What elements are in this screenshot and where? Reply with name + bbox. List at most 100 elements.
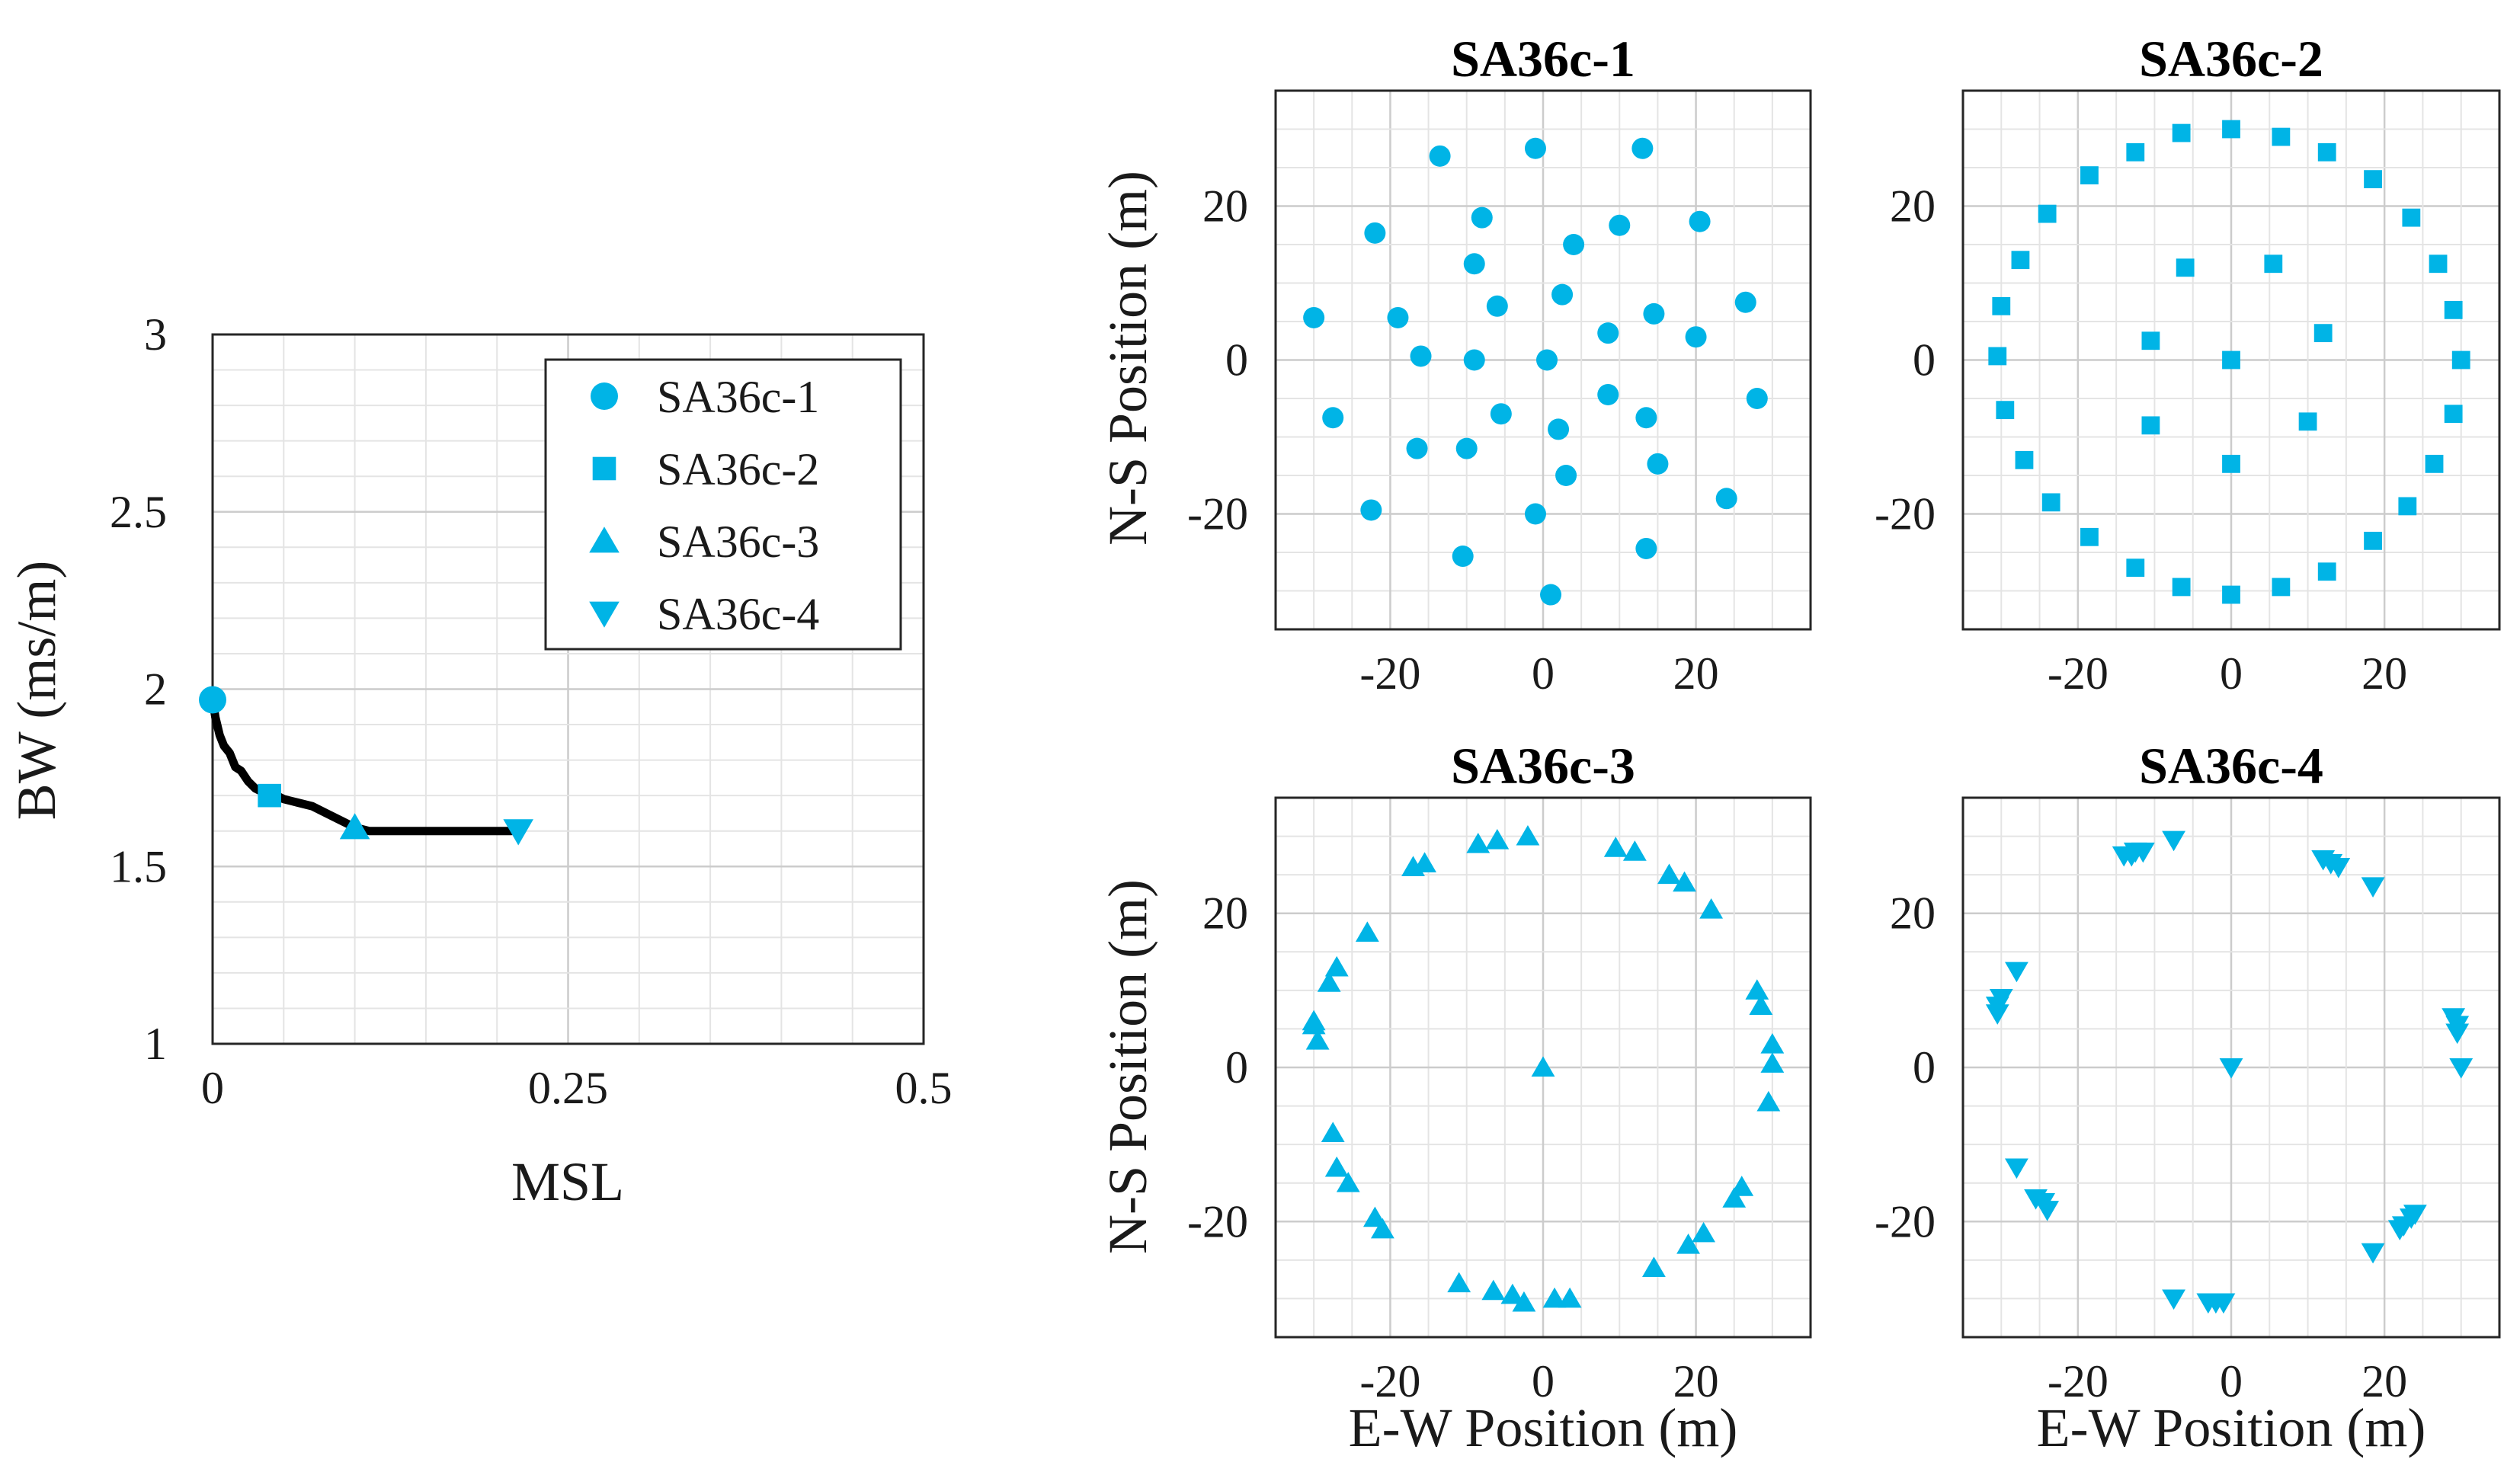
- element-position-point: [2445, 1023, 2470, 1045]
- element-position-point: [2364, 531, 2382, 550]
- x-tick-label: 20: [1673, 1356, 1719, 1406]
- panel-sa36c-1: SA36c-1 -20 0 20 -20 0 20: [1187, 30, 1812, 699]
- element-position-point: [2326, 858, 2351, 878]
- panel-title: SA36c-3: [1451, 737, 1635, 795]
- element-position-point: [1471, 206, 1493, 229]
- element-position-point: [1756, 1090, 1781, 1112]
- element-position-point: [2015, 450, 2034, 469]
- element-position-point: [2162, 830, 2185, 852]
- element-position-point: [2222, 585, 2240, 604]
- x-tick-label: 20: [1673, 648, 1719, 699]
- element-position-point: [2449, 1058, 2474, 1079]
- y-tick-label: 1: [144, 1019, 167, 1069]
- element-position-point: [2005, 1158, 2028, 1179]
- element-position-point: [1996, 401, 2015, 420]
- x-tick-label: -20: [1359, 1356, 1420, 1406]
- element-position-point: [2313, 324, 2333, 343]
- element-position-point: [2429, 254, 2448, 274]
- panel-sa36c-4: SA36c-4 E-W Position (m) -20 0 20 -20 0 20: [1875, 737, 2501, 1458]
- y-tick-label: -20: [1875, 1196, 1936, 1246]
- element-position-point: [2387, 1220, 2412, 1241]
- element-position-point: [1324, 955, 1349, 977]
- panel-tick-labels: -20 0 20 -20 0 20: [1187, 888, 1719, 1406]
- element-position-point: [2451, 350, 2470, 370]
- element-position-point: [1410, 345, 1432, 367]
- element-position-point: [2126, 558, 2145, 578]
- element-position-point: [2402, 208, 2421, 227]
- panel-points: [1985, 830, 2474, 1314]
- panel-frame: [1961, 796, 2501, 1339]
- panel-xlabel: E-W Position (m): [2037, 1397, 2426, 1458]
- element-position-point: [1336, 1172, 1360, 1192]
- y-tick-label: 0: [1225, 1042, 1248, 1093]
- element-position-point: [1524, 137, 1546, 159]
- x-tick-label: 0: [201, 1063, 224, 1113]
- element-position-point: [1406, 437, 1428, 459]
- bw-msl-legend: SA36c-1 SA36c-2 SA36c-3 SA36c-4: [544, 358, 902, 651]
- element-position-point: [1635, 407, 1657, 429]
- element-position-point: [1622, 840, 1647, 861]
- element-position-point: [1563, 234, 1585, 255]
- element-position-point: [2317, 142, 2336, 162]
- y-tick-label: 0: [1913, 335, 1936, 386]
- element-position-point: [2196, 1293, 2221, 1314]
- y-tick-label: 0: [1225, 335, 1248, 386]
- element-position-point: [1992, 296, 2011, 315]
- element-position-point: [1643, 302, 1665, 325]
- element-position-point: [1749, 994, 1773, 1016]
- x-tick-label: 0.25: [528, 1063, 608, 1113]
- element-position-point: [2444, 300, 2463, 319]
- element-position-point: [1635, 537, 1657, 559]
- element-position-point: [1447, 1272, 1471, 1293]
- element-position-point: [1500, 1283, 1525, 1304]
- element-position-point: [1512, 1291, 1536, 1312]
- point-sa36c-1: [199, 686, 226, 714]
- element-position-point: [2005, 962, 2028, 983]
- element-position-point: [2444, 405, 2463, 424]
- element-position-point: [2219, 1058, 2243, 1079]
- panel-sa36c-2: SA36c-2 -20 0 20 -20 0 20: [1875, 30, 2501, 699]
- element-position-point: [1642, 1256, 1666, 1277]
- bw-msl-tick-labels: 0 0.25 0.5 1 1.5 2 2.5 3: [110, 309, 953, 1113]
- element-position-point: [1685, 326, 1707, 348]
- y-tick-label: 20: [1202, 181, 1248, 232]
- element-position-point: [1524, 503, 1546, 525]
- element-position-point: [1364, 222, 1386, 244]
- panel-frame: [1274, 89, 1812, 631]
- element-position-point: [2141, 416, 2160, 435]
- element-position-point: [1676, 1233, 1700, 1254]
- y-tick-label: 2.5: [110, 487, 167, 537]
- x-tick-label: 0: [1532, 1356, 1555, 1406]
- element-position-point: [1371, 1218, 1394, 1239]
- x-tick-label: -20: [1359, 648, 1420, 699]
- legend-label: SA36c-1: [657, 372, 819, 422]
- element-position-point: [2317, 562, 2336, 581]
- element-position-point: [1516, 824, 1540, 846]
- element-position-point: [1481, 1279, 1506, 1301]
- element-position-point: [1673, 871, 1696, 892]
- point-sa36c-2: [258, 783, 281, 808]
- element-position-point: [2361, 877, 2385, 898]
- panel-3-ylabel: N-S Position (m): [1097, 879, 1158, 1254]
- y-tick-label: -20: [1187, 489, 1248, 539]
- element-position-point: [1429, 145, 1451, 167]
- panel-points: [1302, 824, 1785, 1312]
- element-position-point: [2176, 258, 2195, 277]
- bw-msl-chart: 0 0.25 0.511.522.53 MSL BW (ms/m) SA36c-1S…: [6, 309, 953, 1212]
- element-position-point: [2425, 454, 2444, 473]
- panel-title: SA36c-1: [1451, 30, 1635, 88]
- element-position-point: [1466, 833, 1491, 853]
- element-position-point: [1746, 388, 1768, 409]
- element-position-point: [1631, 137, 1654, 159]
- panel-frame: [1961, 89, 2501, 631]
- element-position-point: [2264, 254, 2283, 274]
- panel-grid: [1963, 798, 2499, 1337]
- panel-title: SA36c-2: [2139, 30, 2323, 88]
- x-tick-label: 20: [2361, 648, 2407, 699]
- element-position-point: [1988, 347, 2007, 366]
- legend-marker-sa36c-4: [589, 601, 620, 628]
- x-tick-label: -20: [2048, 1356, 2109, 1406]
- element-position-point: [2361, 1243, 2385, 1264]
- element-position-point: [2222, 454, 2240, 473]
- bw-msl-ylabel: BW (ms/m): [6, 561, 67, 821]
